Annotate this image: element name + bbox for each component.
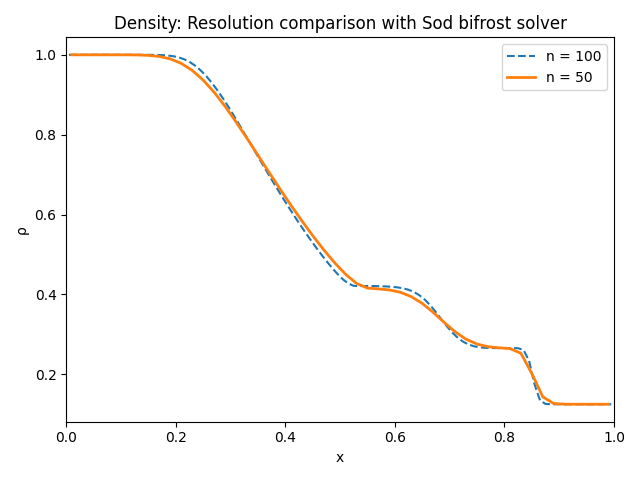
n = 50 <box>583 401 591 407</box>
n = 50 <box>550 401 557 407</box>
n = 100 <box>191 63 199 69</box>
n = 50 <box>90 52 97 58</box>
n = 50 <box>517 350 525 356</box>
n = 50 <box>353 280 360 286</box>
n = 50 <box>331 260 339 265</box>
n = 50 <box>188 68 196 73</box>
n = 50 <box>419 300 426 306</box>
n = 50 <box>528 371 536 376</box>
n = 50 <box>309 233 317 239</box>
n = 50 <box>451 329 459 335</box>
n = 50 <box>265 169 273 175</box>
n = 50 <box>374 286 382 292</box>
n = 50 <box>100 52 108 58</box>
Line: n = 100: n = 100 <box>69 55 611 404</box>
Line: n = 50: n = 50 <box>72 55 609 404</box>
n = 50 <box>320 247 328 252</box>
n = 50 <box>440 320 448 325</box>
n = 50 <box>221 104 229 109</box>
n = 100 <box>564 401 572 407</box>
n = 50 <box>462 336 470 342</box>
n = 50 <box>134 52 141 58</box>
n = 50 <box>287 202 294 208</box>
n = 50 <box>342 271 349 277</box>
n = 50 <box>484 344 492 349</box>
Title: Density: Resolution comparison with Sod bifrost solver: Density: Resolution comparison with Sod … <box>114 15 566 33</box>
n = 50 <box>177 60 185 66</box>
n = 50 <box>397 289 404 295</box>
n = 50 <box>473 341 481 347</box>
n = 50 <box>166 56 174 62</box>
n = 100 <box>602 401 610 407</box>
n = 50 <box>364 285 371 291</box>
n = 100 <box>344 281 352 287</box>
n = 100 <box>388 284 396 290</box>
n = 100 <box>169 53 177 59</box>
n = 50 <box>298 218 306 224</box>
Legend: n = 100, n = 50: n = 100, n = 50 <box>502 44 607 90</box>
Y-axis label: ρ: ρ <box>15 225 29 234</box>
n = 50 <box>594 401 602 407</box>
n = 50 <box>145 52 152 58</box>
n = 50 <box>254 152 262 158</box>
n = 100 <box>607 401 615 407</box>
n = 50 <box>572 401 579 407</box>
n = 50 <box>112 52 120 58</box>
n = 50 <box>506 346 514 351</box>
n = 50 <box>211 89 218 95</box>
n = 50 <box>243 135 251 141</box>
n = 50 <box>156 54 163 60</box>
n = 50 <box>605 401 612 407</box>
n = 50 <box>68 52 76 58</box>
n = 50 <box>79 52 86 58</box>
n = 50 <box>200 77 207 83</box>
n = 50 <box>123 52 131 58</box>
n = 50 <box>495 345 503 351</box>
n = 50 <box>539 394 547 400</box>
n = 100 <box>580 401 588 407</box>
n = 50 <box>232 119 240 125</box>
n = 50 <box>276 186 284 192</box>
X-axis label: x: x <box>336 451 344 465</box>
n = 50 <box>429 310 437 315</box>
n = 100 <box>65 52 73 58</box>
n = 50 <box>408 294 415 300</box>
n = 50 <box>385 287 393 293</box>
n = 50 <box>561 401 568 407</box>
